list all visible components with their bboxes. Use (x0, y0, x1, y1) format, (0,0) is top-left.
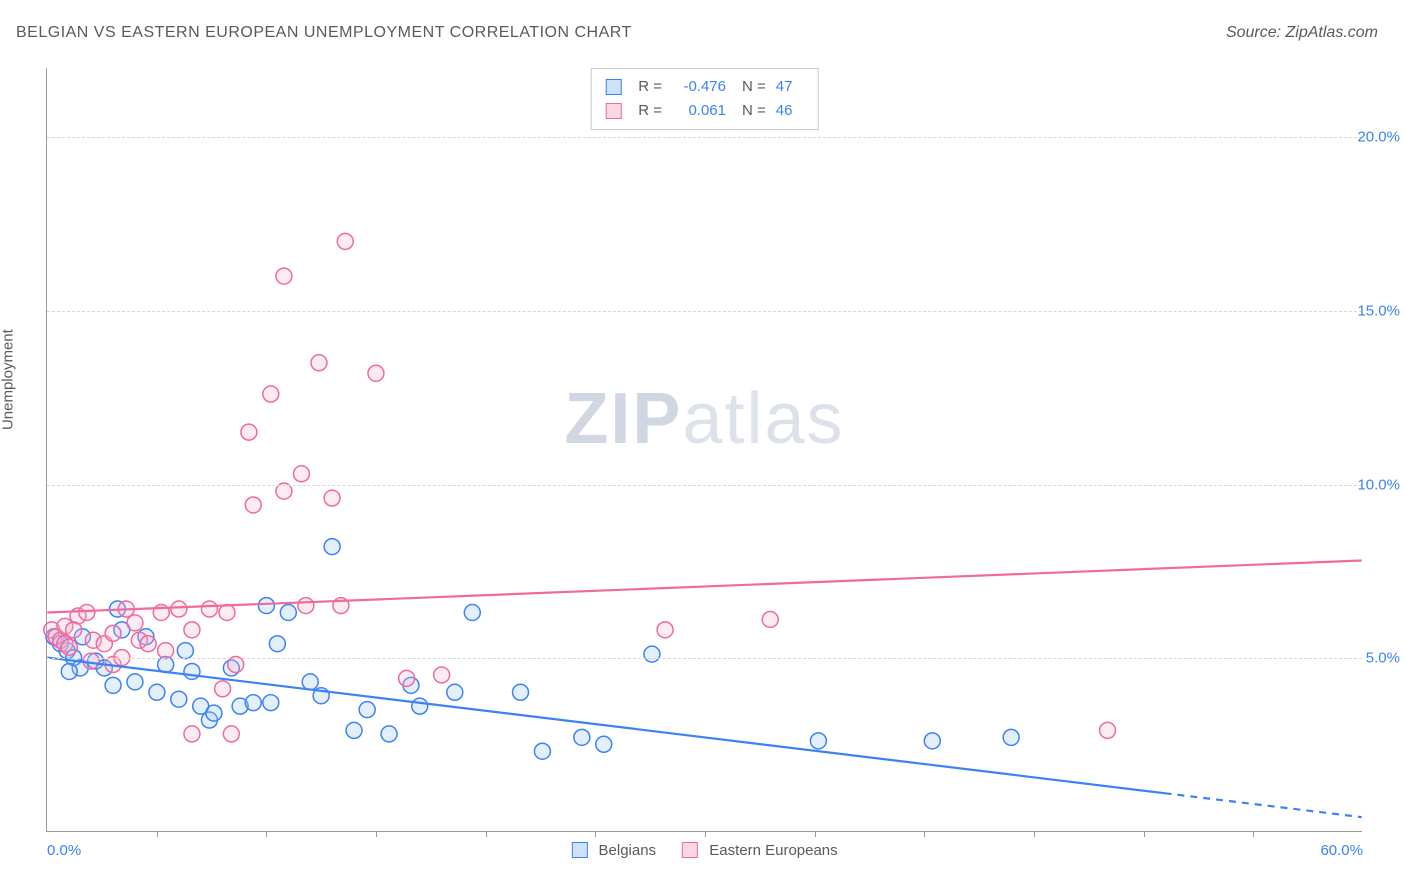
x-tick (815, 831, 816, 837)
plot-area: ZIPatlas R = -0.476 N = 47 R = 0.061 N =… (46, 68, 1362, 832)
gridline (47, 658, 1362, 659)
scatter-point (140, 636, 156, 652)
scatter-point (412, 698, 428, 714)
legend-item: Eastern Europeans (682, 842, 838, 859)
scatter-point (302, 674, 318, 690)
scatter-point (311, 355, 327, 371)
x-tick (266, 831, 267, 837)
scatter-point (810, 733, 826, 749)
scatter-point (61, 663, 77, 679)
scatter-point (158, 643, 174, 659)
scatter-point (359, 702, 375, 718)
x-tick (376, 831, 377, 837)
scatter-point (201, 601, 217, 617)
scatter-point (79, 605, 95, 621)
scatter-point (105, 677, 121, 693)
scatter-point (83, 653, 99, 669)
scatter-point (127, 615, 143, 631)
scatter-point (657, 622, 673, 638)
y-axis-label: Unemployment (0, 329, 17, 430)
scatter-point (346, 722, 362, 738)
scatter-point (464, 605, 480, 621)
x-tick (486, 831, 487, 837)
x-tick (1034, 831, 1035, 837)
scatter-point (293, 466, 309, 482)
x-tick (924, 831, 925, 837)
x-tick-label: 60.0% (1320, 842, 1363, 859)
regression-line-dashed (1164, 793, 1361, 817)
gridline (47, 137, 1362, 138)
legend-item: Belgians (571, 842, 656, 859)
scatter-point (762, 611, 778, 627)
scatter-point (924, 733, 940, 749)
scatter-point (368, 365, 384, 381)
x-tick (157, 831, 158, 837)
gridline (47, 311, 1362, 312)
scatter-point (298, 598, 314, 614)
regression-line (47, 560, 1361, 612)
scatter-point (644, 646, 660, 662)
scatter-point (381, 726, 397, 742)
scatter-point (61, 639, 77, 655)
legend-label: Belgians (599, 842, 657, 859)
x-tick (705, 831, 706, 837)
scatter-point (241, 424, 257, 440)
scatter-point (280, 605, 296, 621)
scatter-point (513, 684, 529, 700)
scatter-point (1100, 722, 1116, 738)
scatter-point (149, 684, 165, 700)
scatter-point (184, 726, 200, 742)
scatter-point (324, 539, 340, 555)
legend-swatch (682, 842, 698, 858)
scatter-point (206, 705, 222, 721)
scatter-point (219, 605, 235, 621)
scatter-point (263, 386, 279, 402)
scatter-point (1003, 729, 1019, 745)
scatter-point (337, 233, 353, 249)
scatter-point (245, 695, 261, 711)
y-tick-label: 20.0% (1340, 129, 1400, 146)
source-attribution: Source: ZipAtlas.com (1226, 24, 1378, 42)
legend-swatch (571, 842, 587, 858)
scatter-point (596, 736, 612, 752)
x-tick-label: 0.0% (47, 842, 81, 859)
y-tick-label: 5.0% (1340, 650, 1400, 667)
scatter-point (171, 691, 187, 707)
scatter-point (66, 622, 82, 638)
scatter-point (184, 663, 200, 679)
chart-container: Unemployment ZIPatlas R = -0.476 N = 47 … (0, 52, 1406, 892)
scatter-point (171, 601, 187, 617)
series-legend: Belgians Eastern Europeans (571, 842, 837, 859)
scatter-point (258, 598, 274, 614)
gridline (47, 485, 1362, 486)
scatter-point (245, 497, 261, 513)
y-tick-label: 15.0% (1340, 303, 1400, 320)
y-tick-label: 10.0% (1340, 476, 1400, 493)
scatter-point (269, 636, 285, 652)
scatter-point (127, 674, 143, 690)
scatter-point (215, 681, 231, 697)
legend-label: Eastern Europeans (709, 842, 837, 859)
scatter-point (105, 625, 121, 641)
scatter-point (177, 643, 193, 659)
x-tick (1144, 831, 1145, 837)
chart-title: BELGIAN VS EASTERN EUROPEAN UNEMPLOYMENT… (16, 24, 632, 42)
scatter-point (223, 726, 239, 742)
scatter-point (447, 684, 463, 700)
x-tick (1253, 831, 1254, 837)
x-tick (595, 831, 596, 837)
scatter-point (276, 268, 292, 284)
scatter-point (324, 490, 340, 506)
scatter-point (184, 622, 200, 638)
scatter-point (263, 695, 279, 711)
scatter-point (399, 670, 415, 686)
chart-svg-overlay (47, 68, 1362, 831)
scatter-point (534, 743, 550, 759)
scatter-point (434, 667, 450, 683)
scatter-point (574, 729, 590, 745)
